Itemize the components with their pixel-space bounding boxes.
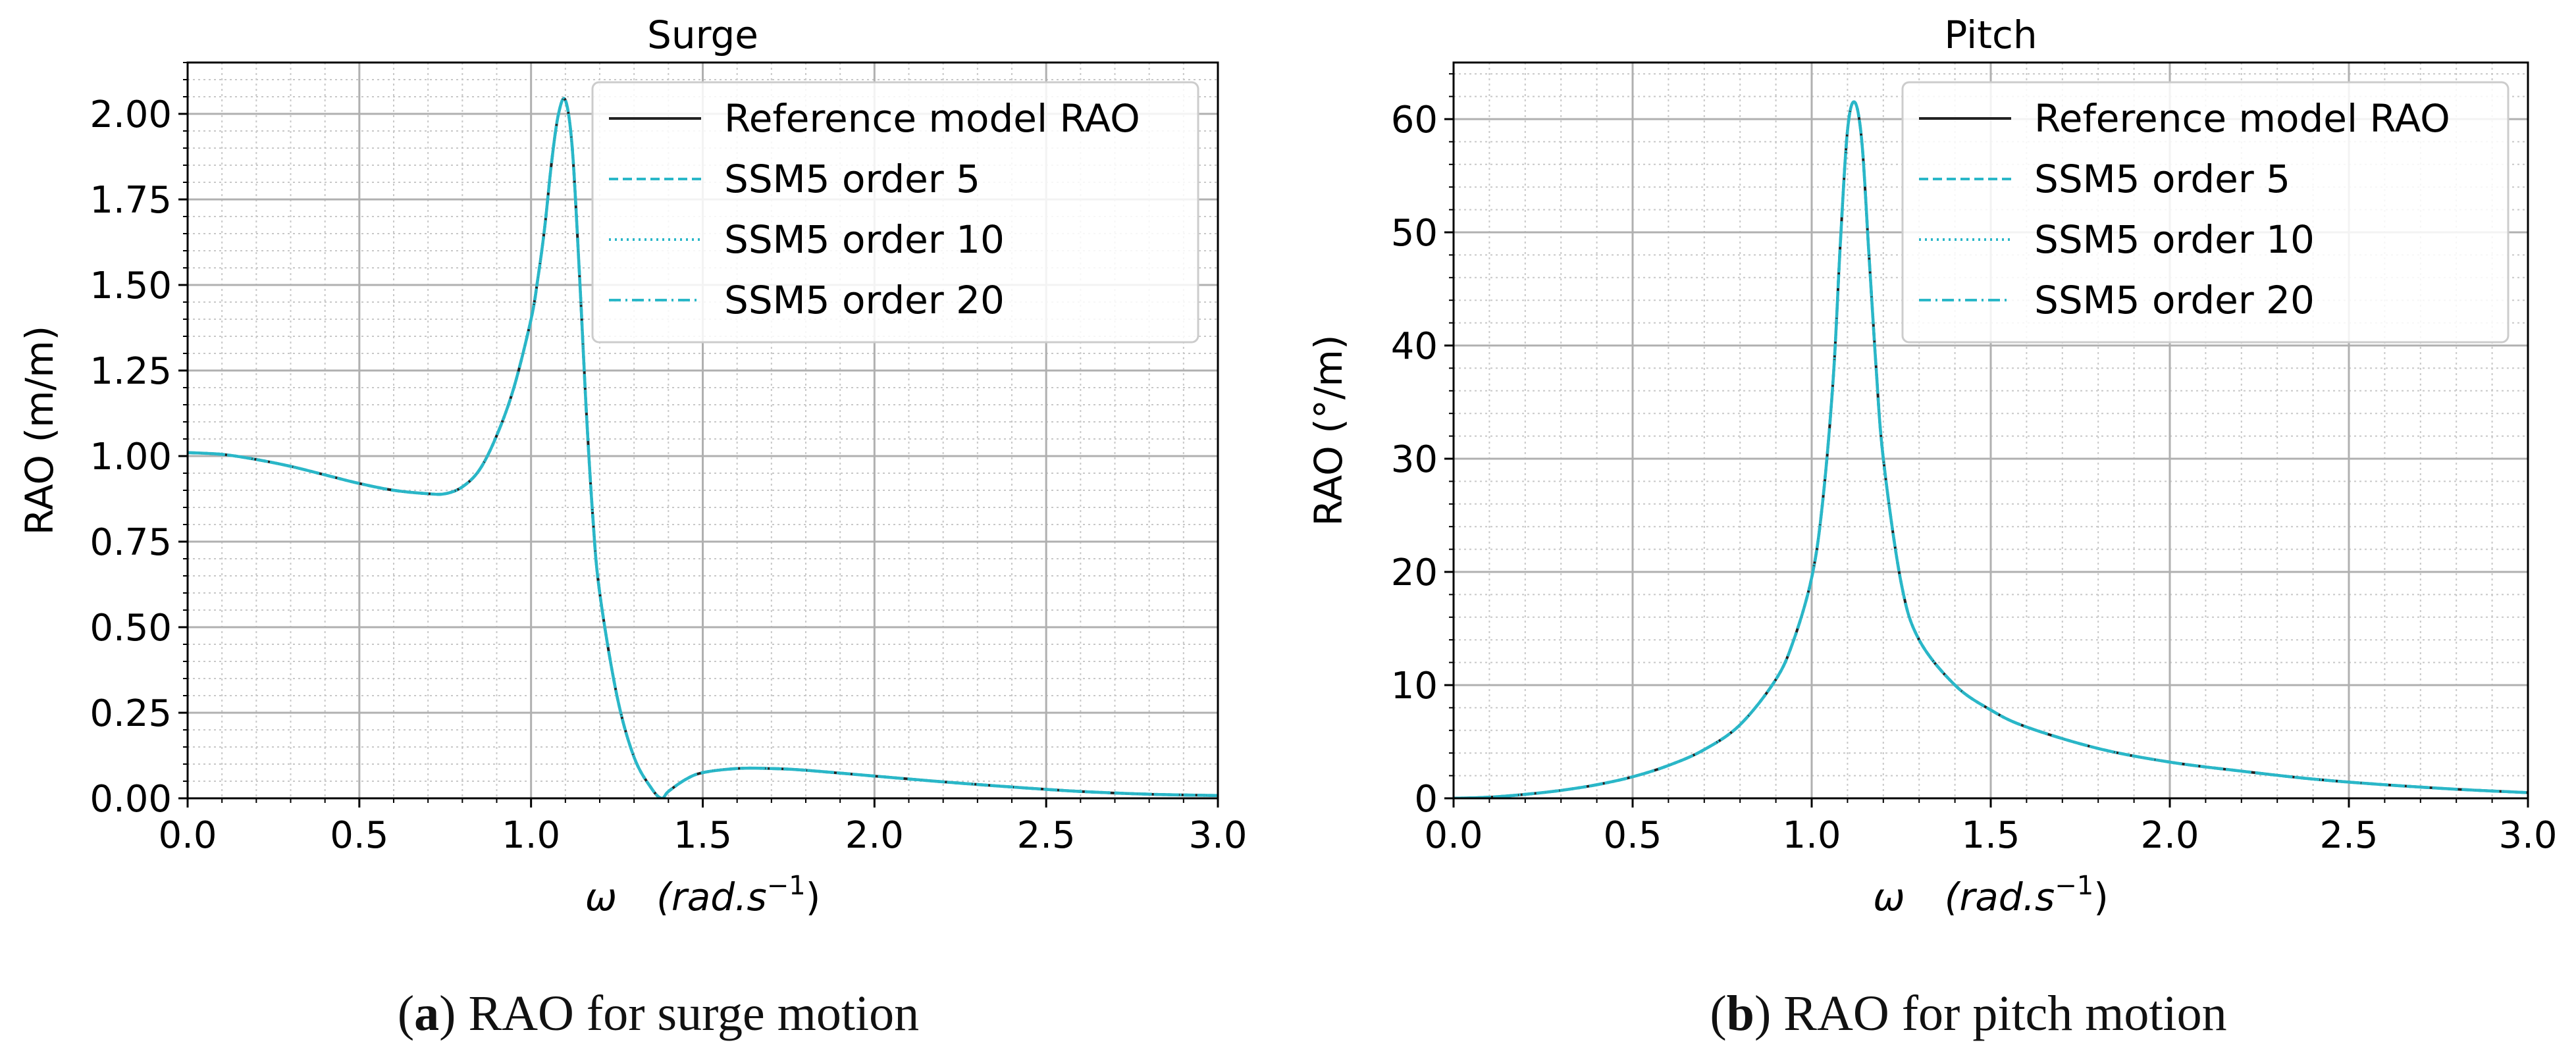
- legend-label: SSM5 order 20: [724, 278, 1005, 322]
- y-tick-label: 0.00: [90, 778, 172, 821]
- pitch-title: Pitch: [1944, 13, 2037, 57]
- pitch-y-axis-label: RAO (°/m): [1306, 335, 1351, 526]
- x-tick-label: 1.5: [1961, 814, 2020, 857]
- x-tick-label: 1.5: [673, 814, 732, 857]
- y-tick-label: 1.25: [90, 350, 172, 393]
- y-tick-label: 0.25: [90, 692, 172, 735]
- x-tick-label: 0.0: [1424, 814, 1483, 857]
- caption-pitch-text: ) RAO for pitch motion: [1754, 986, 2227, 1041]
- caption-surge: (a) RAO for surge motion: [397, 986, 920, 1041]
- surge-title: Surge: [647, 13, 758, 57]
- surge-ticks: 0.0 0.5 1.0 1.5 2.0 2.5 3.0 0.00 0.25 0.50 0.75 1.0…: [90, 62, 1248, 857]
- y-tick-label: 20: [1391, 552, 1438, 594]
- series-line-ssm5-3: [1454, 100, 2528, 798]
- x-tick-label: 0.5: [330, 814, 388, 857]
- y-tick-label: 1.00: [90, 436, 172, 478]
- y-tick-label: 1.50: [90, 265, 172, 307]
- chart-pitch: 0.0 0.5 1.0 1.5 2.0 2.5 3.0 0 10 20 30 40 50 60 Pitch ω…: [1306, 13, 2558, 919]
- pitch-ticks: 0.0 0.5 1.0 1.5 2.0 2.5 3.0 0 10 20 30 40 50 60: [1391, 73, 2558, 857]
- y-tick-label: 50: [1391, 212, 1438, 255]
- x-label-close: ): [2093, 875, 2109, 919]
- x-label-exponent: −1: [2055, 871, 2093, 901]
- pitch-x-axis-label: ω (rad.s−1): [1873, 871, 2109, 919]
- pitch-series: [1454, 100, 2528, 798]
- y-tick-label: 10: [1391, 665, 1438, 707]
- x-label-symbol: ω: [1873, 875, 1905, 919]
- surge-legend: Reference model RAO SSM5 order 5 SSM5 orde…: [591, 81, 1199, 344]
- pitch-legend: Reference model RAO SSM5 order 5 SSM5 orde…: [1901, 81, 2510, 344]
- x-tick-label: 1.0: [1782, 814, 1841, 857]
- x-tick-label: 2.5: [2319, 814, 2378, 857]
- caption-pitch-letter: b: [1726, 986, 1754, 1041]
- x-tick-label: 2.0: [2140, 814, 2199, 857]
- legend-label: SSM5 order 10: [2034, 217, 2315, 262]
- y-tick-label: 0.75: [90, 521, 172, 564]
- y-tick-label: 1.75: [90, 179, 172, 222]
- series-line-ssm5-3: [188, 97, 1218, 798]
- caption-surge-letter: a: [414, 986, 440, 1041]
- legend-box: [1901, 81, 2510, 344]
- y-tick-label: 30: [1391, 438, 1438, 481]
- x-label-symbol: ω: [585, 875, 618, 919]
- legend-label: Reference model RAO: [2034, 96, 2450, 141]
- y-tick-label: 2.00: [90, 93, 172, 136]
- legend-label: SSM5 order 10: [724, 217, 1005, 262]
- x-label-exponent: −1: [767, 871, 806, 901]
- y-tick-label: 40: [1391, 325, 1438, 368]
- surge-x-axis-label: ω (rad.s−1): [585, 871, 821, 919]
- legend-label: SSM5 order 5: [724, 157, 980, 201]
- x-label-unit: (rad.s: [656, 875, 767, 919]
- caption-surge-text: ) RAO for surge motion: [439, 986, 920, 1041]
- x-tick-label: 2.5: [1017, 814, 1076, 857]
- legend-box: [591, 81, 1199, 344]
- y-tick-label: 0.50: [90, 607, 172, 650]
- x-tick-label: 0.5: [1603, 814, 1662, 857]
- x-label-close: ): [806, 875, 821, 919]
- series-line-ssm5-1: [1454, 100, 2528, 798]
- surge-series: [188, 97, 1218, 798]
- surge-y-axis-label: RAO (m/m): [17, 326, 62, 536]
- legend-label: SSM5 order 20: [2034, 278, 2315, 322]
- x-tick-label: 3.0: [2498, 814, 2557, 857]
- y-tick-label: 0: [1414, 778, 1438, 821]
- x-tick-label: 0.0: [158, 814, 217, 857]
- y-tick-label: 60: [1391, 99, 1438, 141]
- x-label-unit: (rad.s: [1945, 875, 2055, 919]
- chart-surge: 0.0 0.5 1.0 1.5 2.0 2.5 3.0 0.00 0.25 0.50 0.75 1.0…: [17, 13, 1248, 919]
- legend-label: Reference model RAO: [724, 96, 1140, 141]
- legend-label: SSM5 order 5: [2034, 157, 2290, 201]
- x-tick-label: 1.0: [502, 814, 560, 857]
- caption-pitch: (b) RAO for pitch motion: [1710, 986, 2227, 1041]
- x-tick-label: 2.0: [845, 814, 904, 857]
- x-tick-label: 3.0: [1188, 814, 1247, 857]
